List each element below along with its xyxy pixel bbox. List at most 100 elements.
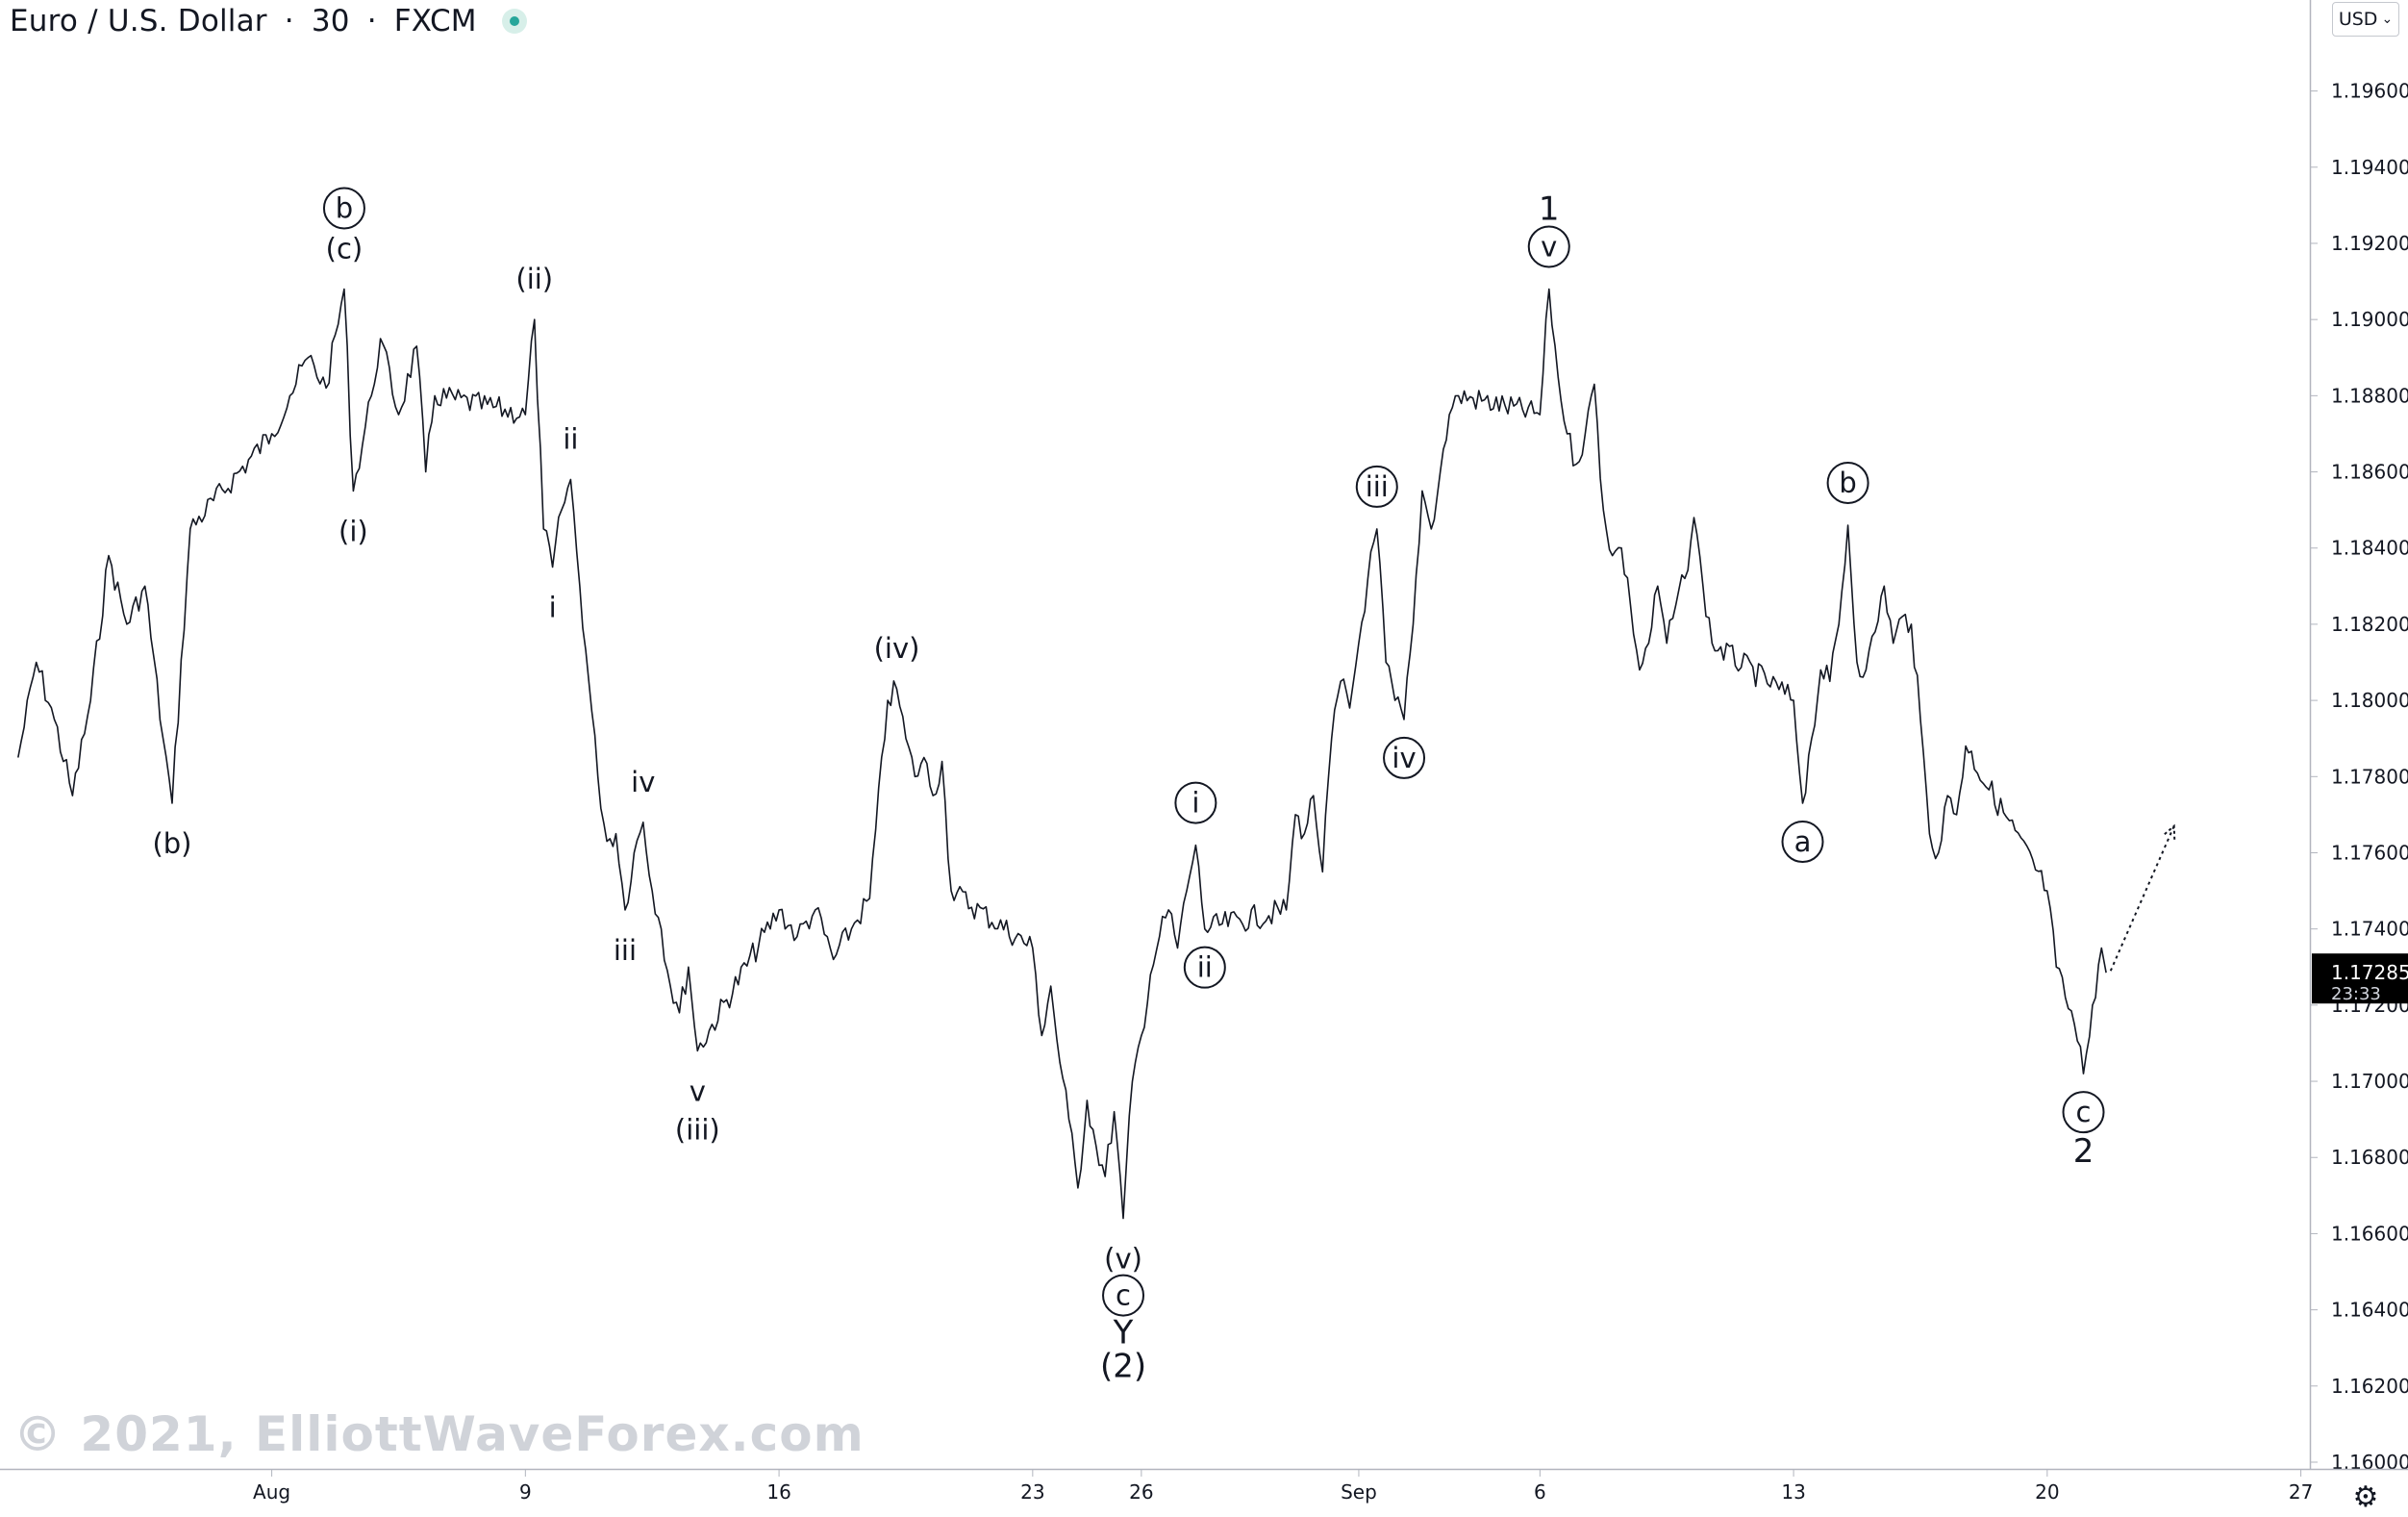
exchange-label: FXCM — [393, 4, 477, 38]
symbol-header: Euro / U.S. Dollar · 30 · FXCM — [10, 2, 527, 40]
price-series — [17, 288, 2107, 1220]
last-price-value: 1.17285 — [2331, 961, 2408, 984]
time-tick-label: Aug — [253, 1480, 290, 1504]
wave-label-text: v — [690, 1075, 706, 1107]
price-tick-label: 1.19400 — [2331, 156, 2408, 179]
price-tick-label: 1.16400 — [2331, 1299, 2408, 1322]
price-tick-label: 1.17400 — [2331, 918, 2408, 941]
wave-label-text: v — [1541, 230, 1557, 263]
wave-label-text: (c) — [326, 232, 364, 265]
wave-label: (iv) — [874, 632, 920, 665]
wave-label-text: iii — [614, 934, 637, 967]
symbol-name[interactable]: Euro / U.S. Dollar — [10, 4, 267, 38]
currency-dropdown[interactable]: USD ⌄ — [2332, 2, 2399, 37]
header-separator: · — [366, 4, 377, 38]
time-tick-label: 13 — [1781, 1480, 1805, 1504]
wave-label: Y — [1113, 1314, 1134, 1353]
wave-label-text: (v) — [1104, 1243, 1142, 1276]
wave-label-circled: iii — [1355, 465, 1398, 508]
wave-label: (2) — [1100, 1348, 1146, 1386]
time-axis[interactable]: Aug 9 16 23 26 Sep 6 13 20 27 — [0, 1468, 2408, 1504]
price-tick-label: 1.19200 — [2331, 232, 2408, 255]
wave-label-circled: c — [2062, 1091, 2105, 1134]
wave-label-text: a — [1794, 825, 1812, 858]
wave-label-text: (ii) — [515, 263, 553, 295]
time-tick-label: 20 — [2035, 1480, 2059, 1504]
wave-label: (b) — [152, 827, 191, 860]
time-tick-label: 16 — [766, 1480, 790, 1504]
price-tick-label: 1.18200 — [2331, 613, 2408, 636]
price-axis[interactable]: 1.19600 1.19400 1.19200 1.19000 1.18800 1.186… — [2309, 0, 2408, 1517]
wave-label-circle — [1383, 736, 1426, 779]
price-tick-label: 1.16800 — [2331, 1146, 2408, 1169]
wave-label-circled: b — [322, 187, 365, 230]
header-separator: · — [284, 4, 294, 38]
price-tick-label: 1.18600 — [2331, 461, 2408, 484]
wave-label-text: (b) — [152, 827, 191, 860]
wave-label: iii — [614, 934, 637, 967]
wave-label: v — [690, 1075, 706, 1107]
gear-icon[interactable]: ⚙ — [2352, 1480, 2379, 1514]
wave-label-text: iv — [1392, 742, 1416, 774]
wave-label-text: (i) — [339, 515, 368, 547]
wave-label-text: (2) — [1100, 1348, 1146, 1386]
projection-line — [2109, 825, 2175, 972]
wave-label-circle — [1781, 821, 1824, 864]
currency-label: USD — [2338, 9, 2378, 30]
wave-labels: (b)b(c)(i)(ii)iiiiviiiv(iii)(iv)(v)cY(2)… — [152, 187, 2105, 1386]
wave-label: (ii) — [515, 263, 553, 295]
time-tick-label: 23 — [1020, 1480, 1044, 1504]
wave-label-text: 1 — [1539, 190, 1560, 228]
price-tick-label: 1.19600 — [2331, 80, 2408, 103]
wave-label-circled: ii — [1183, 946, 1226, 989]
wave-label-circle — [2062, 1091, 2105, 1134]
price-tick-label: 1.16600 — [2331, 1222, 2408, 1245]
wave-label-circled: a — [1781, 821, 1824, 864]
projection-arrowhead — [2163, 823, 2176, 840]
wave-label: i — [549, 592, 557, 624]
time-tick-label: 26 — [1129, 1480, 1153, 1504]
projection-arrow — [2109, 823, 2176, 972]
wave-label-text: iv — [631, 766, 655, 798]
price-tick-label: 1.17600 — [2331, 841, 2408, 864]
bar-countdown: 23:33 — [2331, 984, 2381, 1004]
wave-label-text: c — [2076, 1096, 2092, 1128]
wave-label: (v) — [1104, 1243, 1142, 1276]
wave-label: ii — [563, 422, 578, 455]
wave-label-text: c — [1116, 1279, 1131, 1312]
wave-label: 1 — [1539, 190, 1560, 228]
wave-label: (i) — [339, 515, 368, 547]
wave-label-text: (iv) — [874, 632, 920, 665]
wave-label-circled: b — [1826, 461, 1869, 504]
status-dot-icon[interactable] — [501, 9, 527, 34]
wave-label-circled: i — [1174, 781, 1217, 824]
wave-label-circled: iv — [1383, 736, 1426, 779]
wave-label-circled: v — [1527, 225, 1570, 268]
time-tick-label: 9 — [519, 1480, 532, 1504]
wave-label-circle — [1826, 461, 1869, 504]
price-tick-label: 1.18800 — [2331, 384, 2408, 407]
wave-label-circle — [322, 187, 365, 230]
wave-label-circle — [1183, 946, 1226, 989]
last-price-box — [2312, 953, 2408, 1004]
wave-label: (c) — [326, 232, 364, 265]
wave-label: iv — [631, 766, 655, 798]
wave-label-text: b — [336, 191, 353, 224]
wave-label-text: Y — [1113, 1314, 1134, 1353]
price-tick-label: 1.17000 — [2331, 1070, 2408, 1093]
wave-label: 2 — [2073, 1132, 2094, 1171]
wave-label-text: (iii) — [675, 1113, 720, 1146]
time-tick-label: 6 — [1534, 1480, 1546, 1504]
price-tick-label: 1.16200 — [2331, 1375, 2408, 1398]
timeframe-label[interactable]: 30 — [311, 4, 350, 38]
wave-label-circled: c — [1102, 1274, 1145, 1317]
time-tick-label: Sep — [1341, 1480, 1377, 1504]
wave-label-circle — [1355, 465, 1398, 508]
price-line — [17, 288, 2107, 1220]
price-tick-label: 1.17800 — [2331, 765, 2408, 788]
price-tick-label: 1.19000 — [2331, 308, 2408, 331]
watermark: © 2021, ElliottWaveForex.com — [13, 1406, 865, 1462]
chevron-down-icon: ⌄ — [2381, 12, 2394, 27]
